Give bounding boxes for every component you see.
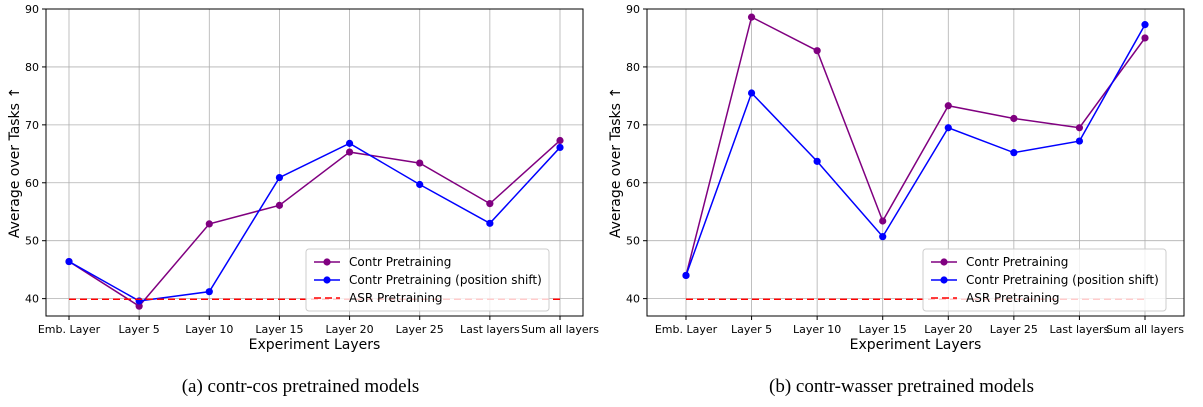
legend-label-2: ASR Pretraining [349,291,443,305]
data-point [1010,114,1018,123]
data-point [813,47,821,55]
x-axis-label: Experiment Layers [249,337,381,353]
x-tick-label: Layer 25 [990,323,1038,336]
data-point [1010,149,1018,157]
x-tick-label: Last layers [460,323,520,336]
legend-marker-0 [323,258,331,266]
x-tick-label: Layer 5 [119,323,160,336]
legend-marker-1 [940,276,948,284]
data-point [1075,137,1084,145]
data-point [65,257,73,266]
x-tick-label: Last layers [1050,323,1110,336]
legend-marker-0 [940,258,948,266]
data-point [682,271,690,280]
data-point [486,200,494,208]
line-chart-a: 40 50 60 70 80 90 Emb. Layer Layer 5 Layer 10 Lay… [7,3,599,353]
x-tick-label: Sum all layers [1106,323,1184,336]
x-tick-label: Emb. Layer [655,323,718,336]
y-tick-label: 90 [626,3,640,16]
data-point [275,201,284,209]
chart-panel-b: 40 50 60 70 80 90 Emb. Layer Layer 5 Layer 10 Lay… [601,0,1202,407]
y-tick-label: 40 [626,293,640,306]
y-axis-label: Average over Tasks ↑ [608,87,624,238]
x-axis-label: Experiment Layers [850,337,982,353]
legend-label-1: Contr Pretraining (position shift) [349,273,542,287]
data-point [416,180,424,189]
data-point [486,219,494,227]
x-tick-label: Layer 5 [731,323,772,336]
x-tick-label: Layer 25 [396,323,444,336]
chart-caption-a: (a) contr-cos pretrained models [181,376,420,397]
x-tick-label: Sum all layers [521,323,599,336]
legend-label-0: Contr Pretraining [349,255,451,269]
data-point [416,159,424,167]
data-point [747,13,756,21]
data-point [944,102,952,110]
data-point [275,173,284,182]
legend-label-0: Contr Pretraining [966,255,1068,269]
plot-frame [45,8,584,317]
y-tick-label: 90 [25,3,39,16]
data-point [345,148,354,156]
data-point [1141,21,1149,29]
legend-box [922,248,1167,312]
data-point [556,143,564,152]
data-point [879,217,887,225]
data-point [944,124,952,132]
plot-frame [646,8,1185,317]
line-chart-b: 40 50 60 70 80 90 Emb. Layer Layer 5 Layer 10 Lay… [608,3,1185,353]
y-axis-label: Average over Tasks ↑ [7,87,23,238]
series-line-0 [685,16,1146,276]
series-line-0 [68,139,561,308]
y-tick-label: 50 [25,235,39,248]
x-tick-label: Emb. Layer [38,323,101,336]
data-point [205,220,213,228]
data-point [1075,124,1084,132]
y-tick-label: 40 [25,293,39,306]
data-point [135,302,143,310]
y-tick-label: 70 [626,119,640,132]
y-tick-label: 60 [626,177,640,190]
x-tick-label: Layer 15 [255,323,303,336]
data-point [1141,34,1149,42]
data-point [205,288,213,296]
data-point [813,157,821,165]
data-point [879,233,887,241]
x-tick-label: Layer 10 [793,323,841,336]
legend-box [305,248,550,312]
legend-label-2: ASR Pretraining [966,291,1060,305]
y-tick-label: 50 [626,235,640,248]
data-point [556,136,564,145]
data-point [135,297,143,305]
y-tick-label: 60 [25,177,39,190]
y-tick-label: 70 [25,119,39,132]
legend-label-1: Contr Pretraining (position shift) [966,273,1159,287]
series-line-1 [685,24,1146,276]
x-tick-label: Layer 20 [325,323,373,336]
data-point [747,89,756,97]
legend-marker-1 [323,276,331,284]
y-tick-label: 80 [25,61,39,74]
chart-caption-b: (b) contr-wasser pretrained models [769,376,1034,397]
chart-panel-a: 40 50 60 70 80 90 Emb. Layer Layer 5 Layer 10 Lay… [0,0,601,407]
x-tick-label: Layer 20 [924,323,972,336]
y-tick-label: 80 [626,61,640,74]
x-tick-label: Layer 10 [185,323,233,336]
data-point [345,139,354,147]
x-tick-label: Layer 15 [859,323,907,336]
